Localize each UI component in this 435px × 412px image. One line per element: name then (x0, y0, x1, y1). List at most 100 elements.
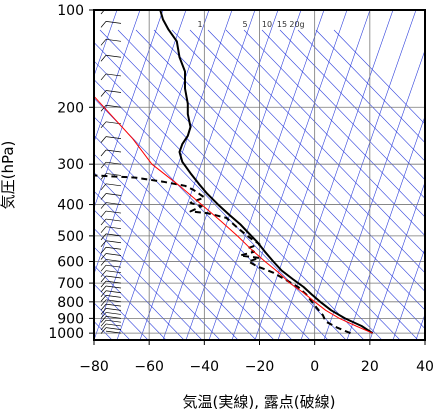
mixing-ratio-label: 1 (197, 20, 202, 29)
dry-adiabat-line (117, 29, 419, 340)
dry-adiabat-line (94, 134, 293, 340)
y-tick-label: 500 (57, 229, 84, 245)
wind-barb-flag (100, 285, 107, 293)
dry-adiabat-line (225, 29, 425, 237)
mixing-ratio-label: 10 (262, 20, 272, 29)
y-tick-label: 300 (57, 157, 84, 173)
wind-barb-flag (100, 295, 107, 302)
wind-barb-flag (100, 90, 107, 97)
x-tick-label: −20 (245, 359, 275, 375)
wind-barb-flag (100, 327, 107, 334)
wind-barb-flag (100, 202, 107, 209)
wind-barb-flag (100, 240, 107, 247)
temperature-line (159, 10, 374, 335)
parcel-line (94, 95, 373, 334)
dry-adiabat-line (333, 29, 425, 125)
wind-barb (105, 240, 122, 244)
wind-barb (105, 327, 122, 330)
mixing-ratio-line (277, 10, 394, 340)
mixing-ratio-line (369, 181, 425, 340)
wind-barb-flag (100, 21, 107, 28)
wind-barb (105, 307, 122, 311)
wind-barb-flag (100, 308, 107, 315)
dry-adiabat-line (94, 283, 149, 340)
x-tick-label: 0 (310, 359, 319, 375)
dry-adiabat-line (94, 79, 347, 340)
wind-barb (105, 280, 122, 284)
x-axis-ticks: −80 −60 −40 −20 0 20 40 (79, 340, 434, 375)
mixing-ratio-label: 20g (289, 20, 304, 29)
wind-barb (105, 233, 122, 237)
wind-barb-flag (100, 105, 107, 112)
wind-barb (105, 295, 122, 298)
wind-barb (105, 319, 122, 323)
mixing-ratio-label: 5 (242, 20, 247, 29)
y-tick-label: 400 (57, 198, 84, 214)
wind-barb (105, 136, 122, 139)
wind-barb-flag (100, 312, 107, 319)
dry-adiabat-line (207, 29, 425, 255)
wind-barb-flag (100, 270, 107, 277)
mixing-ratio-labels: 1 5 10 15 20g (197, 20, 304, 29)
dry-adiabat-line (261, 29, 425, 199)
mixing-ratio-line (94, 10, 164, 209)
dry-adiabat-line (94, 153, 275, 340)
wind-barb-flag (100, 299, 107, 307)
wind-barb (105, 21, 122, 24)
wind-barb-flag (100, 319, 107, 327)
wind-barb-flag (100, 39, 107, 46)
sounding-series (94, 10, 374, 335)
wind-barb-flag (100, 149, 107, 157)
wind-barb-flag (100, 183, 107, 191)
mixing-ratio-line (300, 10, 417, 340)
dry-adiabat-line (94, 265, 167, 340)
wind-barbs (100, 10, 122, 334)
y-axis-label: 気圧(hPa) (0, 141, 17, 210)
wind-barb-flag (100, 136, 107, 143)
wind-barb (105, 183, 122, 187)
mixing-ratio-line (116, 10, 233, 340)
wind-barb (105, 275, 122, 279)
wind-barb (105, 149, 122, 153)
wind-barb-flag (100, 253, 107, 260)
dry-adiabat-line (94, 190, 239, 340)
wind-barb (105, 312, 122, 315)
wind-barb (105, 73, 122, 77)
wind-barb (105, 270, 122, 274)
wind-barb-flag (100, 54, 107, 62)
wind-barb (105, 193, 122, 196)
y-tick-label: 900 (57, 311, 84, 327)
mixing-ratio-line (346, 115, 425, 340)
wind-barb-flag (100, 259, 107, 266)
dewpoint-line (94, 174, 351, 335)
wind-barb-flag (100, 247, 107, 254)
wind-barb (105, 202, 122, 205)
dry-adiabat-line (94, 41, 383, 340)
dry-adiabat-line (297, 29, 425, 162)
x-axis-label: 気温(実線), 露点(破線) (183, 393, 336, 411)
dry-adiabat-line (279, 29, 425, 181)
wind-barb (105, 303, 122, 307)
wind-barb (105, 253, 122, 256)
dry-adiabat-line (94, 246, 185, 340)
y-tick-label: 100 (57, 3, 84, 19)
wind-barb-flag (100, 264, 107, 272)
dry-adiabat-line (94, 227, 203, 340)
mixing-ratio-line (94, 10, 187, 275)
dry-adiabat-line (94, 209, 221, 340)
wind-barb-flag (100, 210, 107, 218)
wind-barb (105, 246, 122, 250)
mixing-ratio-line (162, 10, 279, 340)
wind-barb (105, 173, 122, 176)
x-tick-label: 40 (416, 359, 434, 375)
wind-barb-flag (100, 290, 107, 298)
wind-barb-flag (100, 303, 107, 311)
dry-adiabat-line (315, 29, 425, 144)
x-tick-label: −60 (134, 359, 164, 375)
mixing-ratio-line (231, 10, 348, 340)
mixing-ratio-line (94, 10, 141, 143)
wind-barb (105, 259, 122, 262)
wind-barb (105, 226, 122, 230)
